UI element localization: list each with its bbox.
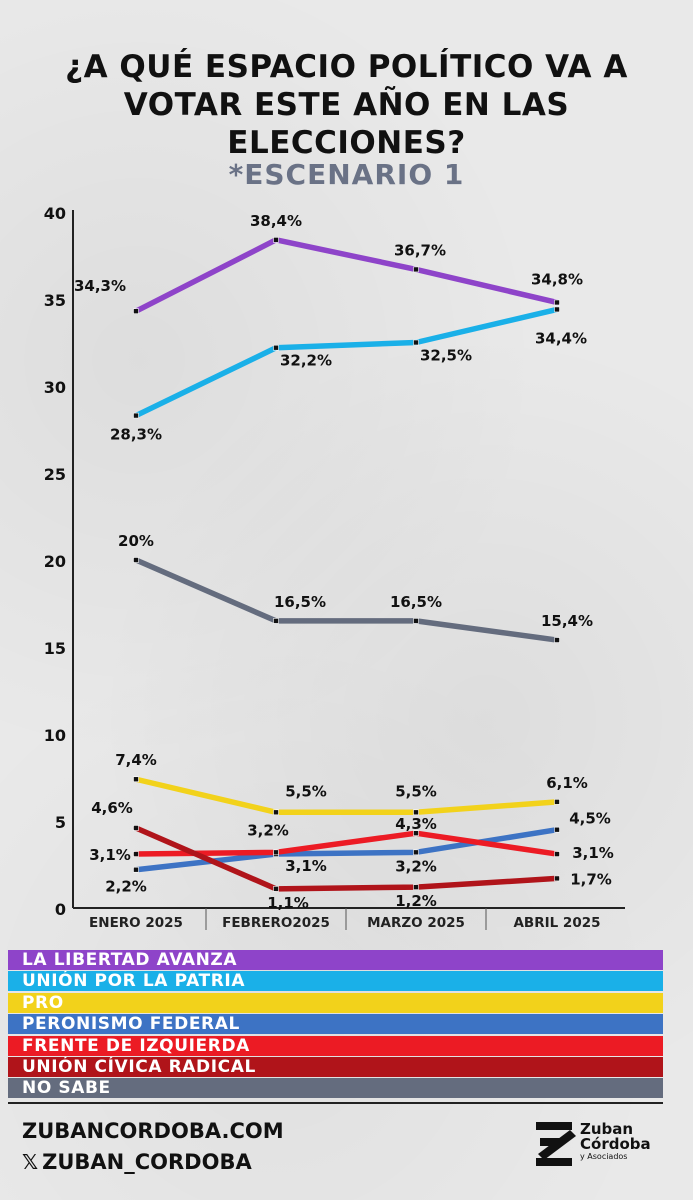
- data-label: 15,4%: [541, 612, 593, 630]
- y-tick-label: 5: [55, 813, 66, 832]
- y-tick-label: 25: [44, 465, 66, 484]
- series-line: [133, 830, 560, 857]
- data-point: [413, 830, 419, 836]
- data-point: [554, 306, 560, 313]
- title-line-1: ¿A QUÉ ESPACIO POLÍTICO VA A: [65, 49, 628, 85]
- data-label: 5,5%: [285, 782, 327, 800]
- data-point: [273, 344, 279, 351]
- x-logo-icon: 𝕏: [22, 1150, 39, 1174]
- series-line: [133, 557, 560, 643]
- data-label: 16,5%: [390, 593, 442, 611]
- legend-item: PRO: [8, 992, 663, 1013]
- data-label: 2,2%: [105, 878, 147, 896]
- series-line: [133, 825, 560, 892]
- logo-name-3: y Asociados: [580, 1152, 628, 1161]
- data-point: [273, 886, 279, 892]
- series-line: [133, 237, 560, 314]
- data-point: [133, 776, 139, 783]
- data-label: 4,5%: [569, 810, 611, 828]
- data-point: [554, 799, 560, 805]
- y-tick-label: 0: [55, 900, 66, 919]
- data-point: [554, 875, 560, 882]
- data-label: 4,3%: [395, 815, 437, 833]
- data-point: [133, 557, 139, 563]
- legend-item: PERONISMO FEDERAL: [8, 1014, 663, 1035]
- data-point: [133, 308, 139, 314]
- legend: LA LIBERTAD AVANZA UNIÓN POR LA PATRIA PRO…: [8, 950, 663, 1100]
- data-label: 1,2%: [395, 892, 437, 910]
- data-point: [413, 618, 419, 624]
- data-point: [133, 825, 139, 831]
- y-tick-label: 40: [44, 204, 66, 223]
- data-point: [133, 866, 139, 873]
- data-point: [273, 618, 279, 624]
- social-handle-text: ZUBAN_CORDOBA: [42, 1150, 252, 1174]
- y-tick-label: 35: [44, 291, 66, 310]
- title-line-3: ELECCIONES?: [227, 125, 466, 161]
- data-point: [413, 266, 419, 273]
- data-point: [554, 299, 560, 306]
- x-tick-label: ENERO 2025: [89, 915, 183, 931]
- data-label: 5,5%: [395, 782, 437, 800]
- data-label: 1,7%: [570, 870, 612, 888]
- zuban-logo-icon: [536, 1122, 576, 1166]
- data-label: 3,1%: [572, 844, 614, 862]
- data-point: [554, 826, 560, 833]
- data-point: [273, 809, 279, 816]
- logo-name-1: Zuban: [580, 1120, 634, 1138]
- data-label: 7,4%: [115, 751, 157, 769]
- data-point: [273, 849, 279, 856]
- line-chart: 0 5 10 15 20 25 30 35 40 ENERO 2025 FEBRERO2025 MAR…: [44, 204, 625, 931]
- y-tick-label: 10: [44, 726, 66, 745]
- data-label: 34,3%: [74, 277, 126, 295]
- series-line: [133, 826, 560, 873]
- data-point: [273, 237, 279, 243]
- series-line: [133, 776, 560, 816]
- data-label: 6,1%: [546, 774, 588, 792]
- data-label: 38,4%: [250, 212, 302, 230]
- data-label: 28,3%: [110, 426, 162, 444]
- legend-item: NO SABE: [8, 1078, 663, 1099]
- data-label: 3,2%: [247, 821, 289, 839]
- data-label: 34,8%: [531, 270, 583, 288]
- footer-divider: [8, 1102, 663, 1104]
- legend-item: UNIÓN CÍVICA RADICAL: [8, 1056, 663, 1077]
- legend-item: UNIÓN POR LA PATRIA: [8, 971, 663, 992]
- chart-subtitle: *ESCENARIO 1: [228, 158, 465, 191]
- website-link[interactable]: ZUBANCORDOBA.COM: [22, 1119, 284, 1143]
- data-point: [413, 809, 419, 816]
- data-point: [413, 884, 419, 890]
- logo-name-2: Córdoba: [580, 1135, 651, 1153]
- data-point: [413, 339, 419, 346]
- data-label: 1,1%: [267, 894, 309, 912]
- title-line-2: VOTAR ESTE AÑO EN LAS: [123, 87, 570, 123]
- data-point: [133, 851, 139, 857]
- chart-title: ¿A QUÉ ESPACIO POLÍTICO VA A VOTAR ESTE …: [0, 48, 693, 162]
- y-tick-label: 15: [44, 639, 66, 658]
- social-handle[interactable]: 𝕏 ZUBAN_CORDOBA: [22, 1150, 252, 1174]
- legend-item: LA LIBERTAD AVANZA: [8, 950, 663, 970]
- x-tick-label: ABRIL 2025: [513, 915, 600, 931]
- data-point: [554, 851, 560, 857]
- x-tick-label: FEBRERO2025: [222, 915, 330, 931]
- data-label: 4,6%: [91, 799, 133, 817]
- x-tick-label: MARZO 2025: [367, 915, 465, 931]
- data-label: 3,1%: [89, 846, 131, 864]
- data-label: 34,4%: [535, 329, 587, 347]
- data-point: [554, 637, 560, 643]
- data-label: 3,2%: [395, 857, 437, 875]
- legend-item: FRENTE DE IZQUIERDA: [8, 1035, 663, 1056]
- data-label: 32,5%: [420, 347, 472, 365]
- data-point: [133, 412, 139, 419]
- data-label: 16,5%: [274, 593, 326, 611]
- y-tick-label: 30: [44, 378, 66, 397]
- data-point: [413, 849, 419, 856]
- data-label: 36,7%: [394, 241, 446, 259]
- data-label: 3,1%: [285, 857, 327, 875]
- y-tick-label: 20: [44, 552, 66, 571]
- data-label: 20%: [118, 532, 154, 550]
- data-label: 32,2%: [280, 352, 332, 370]
- brand-logo: Zuban Córdoba y Asociados: [532, 1120, 662, 1170]
- series-line: [133, 306, 560, 419]
